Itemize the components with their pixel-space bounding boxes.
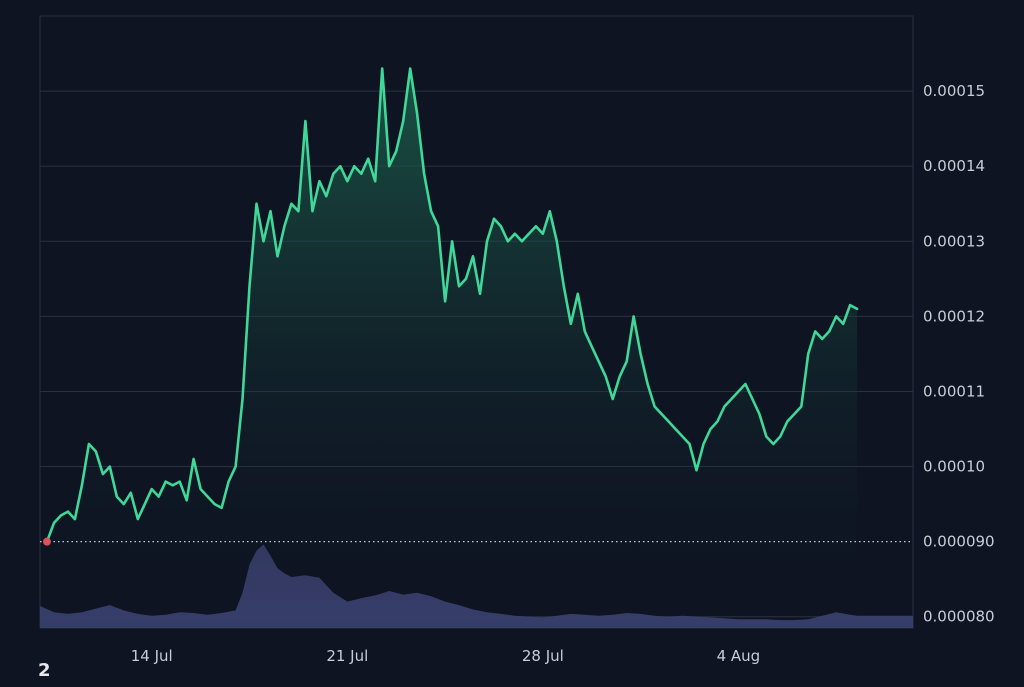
price-area-group (45, 67, 859, 601)
price-area-fill (47, 68, 858, 601)
y-tick-label: 0.00012 (923, 307, 985, 325)
start-marker (42, 537, 51, 546)
y-axis: 0.00015 0.00014 0.00013 0.00012 0.00011 0.000… (923, 82, 995, 626)
x-axis: 14 Jul 21 Jul 28 Jul 4 Aug (131, 647, 760, 665)
y-tick-label: 0.00010 (923, 458, 985, 476)
y-tick-label: 0.00015 (923, 82, 985, 100)
x-tick-label: 21 Jul (326, 647, 368, 665)
y-tick-label: 0.00013 (923, 232, 985, 250)
x-tick-label: 28 Jul (522, 647, 564, 665)
y-tick-label: 0.000090 (923, 533, 995, 551)
y-tick-label: 0.00014 (923, 157, 985, 175)
x-tick-label: 4 Aug (717, 647, 761, 665)
baseline-group (40, 537, 913, 546)
x-tick-label: 14 Jul (131, 647, 173, 665)
price-line (45, 67, 859, 543)
y-tick-label: 0.000080 (923, 608, 995, 626)
y-tick-label: 0.00011 (923, 382, 985, 400)
footer-mark: 2 (38, 660, 51, 681)
grid-lines (40, 90, 913, 618)
